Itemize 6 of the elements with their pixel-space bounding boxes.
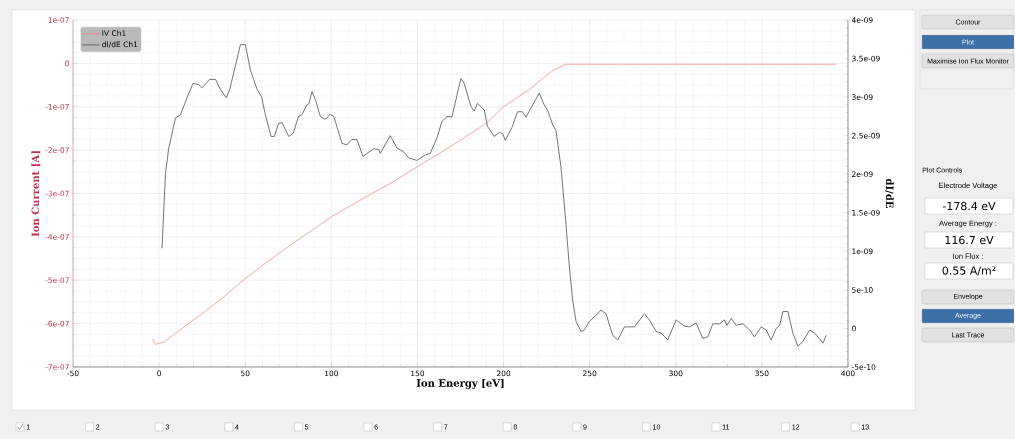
text: 116.7 eV [945,235,994,245]
x-axis-title: Ion Energy [eV] [416,379,504,389]
text: 0.55 A/m² [942,266,996,276]
y-axis-title: Ion Current [A] [31,151,41,237]
y2-axis-title: dI/dE [885,178,894,208]
text: -178.4 eV [942,201,996,211]
